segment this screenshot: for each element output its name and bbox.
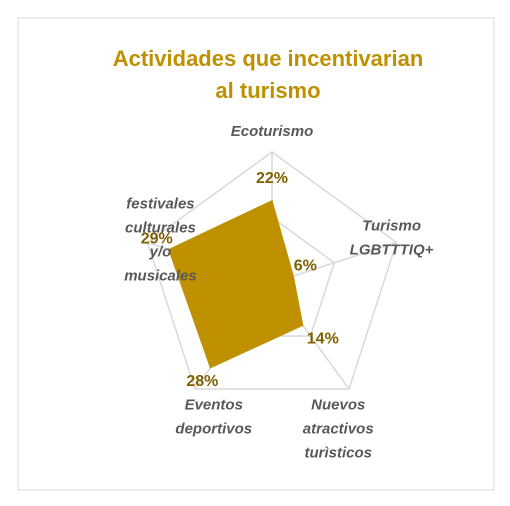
category-label: Nuevos atractivos turìsticos xyxy=(303,397,374,462)
value-label: 14% xyxy=(307,331,339,348)
radar-area xyxy=(168,199,304,369)
category-label: Eventos deportivos xyxy=(175,397,252,438)
category-label: Ecoturismo xyxy=(231,123,314,140)
category-label: Turismo LGBTTTIQ+ xyxy=(350,218,434,259)
value-label: 29% xyxy=(141,231,173,248)
value-label: 22% xyxy=(256,170,288,187)
category-label: festivales culturales y/o musicales xyxy=(124,196,197,285)
grid-ring xyxy=(146,151,398,390)
value-label: 28% xyxy=(186,373,218,390)
value-label: 6% xyxy=(294,257,317,274)
chart-title: Actividades que incentivarian al turismo xyxy=(113,46,424,103)
